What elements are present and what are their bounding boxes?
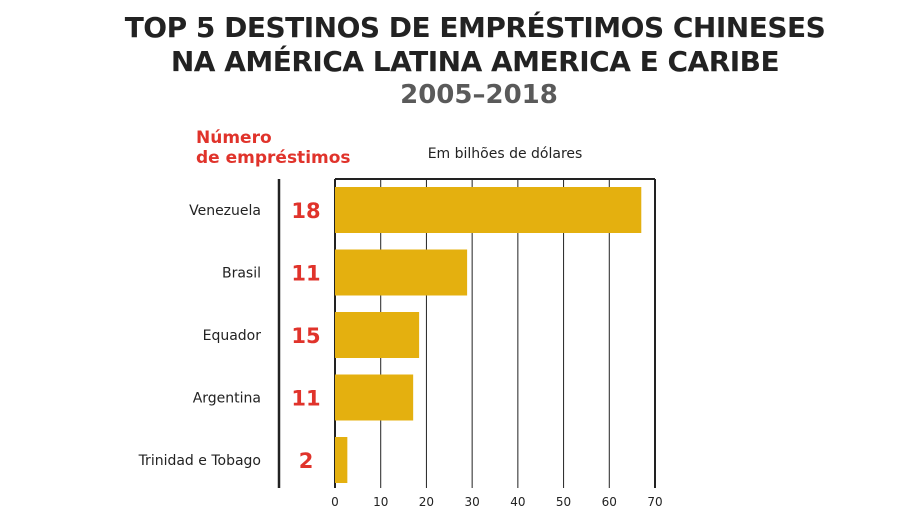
bar-equador <box>335 312 420 358</box>
x-tick-label: 20 <box>419 495 434 509</box>
loan-count-label: 11 <box>291 262 320 286</box>
category-label: Brasil <box>222 266 261 282</box>
category-label: Trinidad e Tobago <box>138 453 261 469</box>
loan-count-label: 11 <box>291 387 320 411</box>
chart-title-line-2: NA AMÉRICA LATINA AMERICA E CARIBE <box>170 45 780 78</box>
bar-argentina <box>335 374 414 421</box>
x-tick-label: 10 <box>373 495 388 509</box>
bar-trinidad-e-tobago <box>335 437 348 483</box>
loan-count-label: 2 <box>299 449 314 473</box>
category-label: Venezuela <box>189 203 261 219</box>
loan-count-label: 18 <box>291 199 320 223</box>
x-axis-unit-label: Em bilhões de dólares <box>427 146 583 162</box>
bar-brasil <box>335 249 468 296</box>
x-tick-label: 70 <box>647 495 662 509</box>
category-label: Argentina <box>193 391 261 407</box>
x-tick-label: 40 <box>510 495 525 509</box>
category-label: Equador <box>203 328 262 344</box>
x-tick-label: 50 <box>556 495 571 509</box>
loan-count-header: Número de empréstimos <box>196 128 351 168</box>
chart-subtitle: 2005–2018 <box>400 80 558 110</box>
loan-count-header-line-2: de empréstimos <box>196 148 351 168</box>
x-tick-label: 30 <box>465 495 480 509</box>
x-tick-label: 60 <box>602 495 617 509</box>
bar-venezuela <box>335 187 642 233</box>
loan-count-header-line-1: Número <box>196 128 272 148</box>
x-tick-label: 0 <box>331 495 339 509</box>
chart-title-line-1: TOP 5 DESTINOS DE EMPRÉSTIMOS CHINESES <box>124 11 826 44</box>
loan-count-label: 15 <box>291 324 320 348</box>
